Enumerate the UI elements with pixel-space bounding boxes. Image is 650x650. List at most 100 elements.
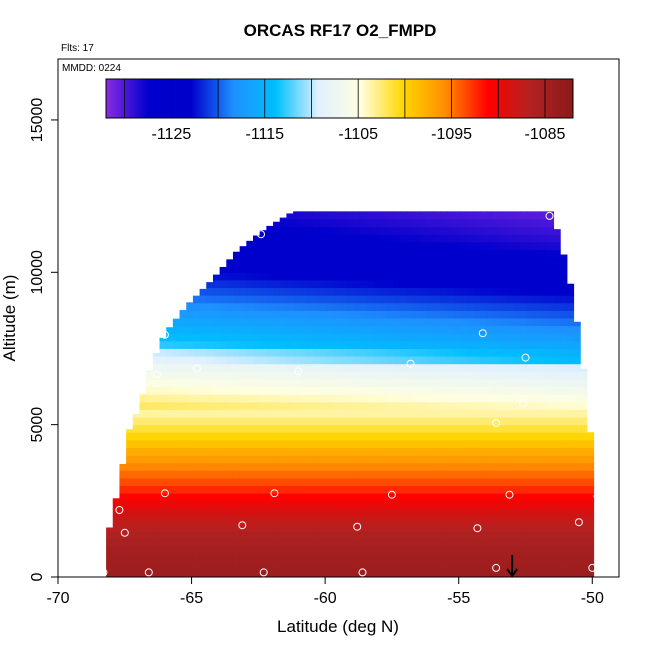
heatmap-cell bbox=[553, 264, 561, 273]
heatmap-cell bbox=[506, 409, 514, 418]
heatmap-cell bbox=[326, 462, 334, 471]
heatmap-cell bbox=[453, 249, 461, 258]
heatmap-cell bbox=[353, 226, 361, 235]
heatmap-cell bbox=[386, 348, 394, 357]
heatmap-cell bbox=[366, 439, 374, 448]
heatmap-cell bbox=[286, 279, 294, 289]
heatmap-cell bbox=[226, 340, 234, 349]
heatmap-cell bbox=[346, 546, 354, 555]
heatmap-cell bbox=[212, 287, 221, 296]
heatmap-cell bbox=[306, 310, 314, 319]
heatmap-cell bbox=[506, 546, 514, 555]
sample-point bbox=[492, 563, 501, 572]
heatmap-cell bbox=[299, 264, 307, 273]
heatmap-cell bbox=[526, 462, 535, 471]
heatmap-cell bbox=[166, 371, 174, 380]
heatmap-cell bbox=[440, 249, 448, 258]
heatmap-cell bbox=[306, 500, 314, 509]
heatmap-cell bbox=[413, 500, 421, 509]
heatmap-cell bbox=[186, 348, 194, 357]
heatmap-cell bbox=[526, 211, 535, 220]
heatmap-cell bbox=[359, 455, 368, 464]
heatmap-cell bbox=[299, 523, 307, 532]
heatmap-cell bbox=[580, 447, 588, 456]
heatmap-cell bbox=[286, 401, 294, 410]
heatmap-cell bbox=[139, 394, 147, 403]
heatmap-cell bbox=[112, 569, 120, 578]
heatmap-cell bbox=[306, 401, 314, 410]
heatmap-cell bbox=[526, 279, 535, 289]
heatmap-cell bbox=[560, 378, 568, 388]
heatmap-cell bbox=[386, 371, 394, 380]
heatmap-cell bbox=[293, 455, 301, 464]
heatmap-cell bbox=[413, 295, 421, 304]
heatmap-cell bbox=[279, 249, 287, 258]
heatmap-cell bbox=[586, 554, 595, 563]
heatmap-cell bbox=[346, 394, 354, 403]
heatmap-cell bbox=[440, 302, 448, 311]
heatmap-cell bbox=[486, 477, 494, 487]
heatmap-cell bbox=[186, 516, 194, 525]
heatmap-cell bbox=[206, 401, 214, 410]
heatmap-cell bbox=[279, 439, 287, 448]
heatmap-cell bbox=[266, 226, 274, 235]
heatmap-cell bbox=[306, 477, 314, 487]
heatmap-cell bbox=[473, 371, 481, 380]
heatmap-cell bbox=[333, 386, 341, 395]
heatmap-cell bbox=[399, 318, 408, 327]
heatmap-cell bbox=[299, 287, 307, 296]
heatmap-cell bbox=[286, 477, 294, 487]
heatmap-cell bbox=[513, 340, 521, 349]
heatmap-cell bbox=[186, 500, 194, 509]
heatmap-cell bbox=[466, 500, 474, 509]
heatmap-cell bbox=[119, 554, 127, 563]
heatmap-cell bbox=[393, 310, 401, 319]
heatmap-cell bbox=[273, 447, 281, 456]
heatmap-cell bbox=[246, 340, 254, 349]
heatmap-cell bbox=[446, 477, 454, 487]
heatmap-cell bbox=[206, 386, 214, 395]
heatmap-cell bbox=[473, 417, 481, 426]
heatmap-cell bbox=[219, 266, 227, 273]
heatmap-cell bbox=[560, 333, 568, 342]
heatmap-cell bbox=[119, 569, 127, 578]
heatmap-cell bbox=[373, 432, 381, 441]
heatmap-cell bbox=[399, 264, 408, 273]
sample-point bbox=[521, 353, 530, 362]
heatmap-cell bbox=[306, 470, 314, 479]
heatmap-cell bbox=[493, 279, 501, 289]
heatmap-cell bbox=[346, 523, 354, 532]
heatmap-cell bbox=[553, 371, 561, 380]
heatmap-cell bbox=[566, 310, 575, 319]
heatmap-cell bbox=[166, 485, 174, 494]
heatmap-cell bbox=[446, 424, 454, 433]
heatmap-cell bbox=[259, 569, 267, 578]
heatmap-cell bbox=[172, 447, 181, 456]
heatmap-cell bbox=[146, 447, 154, 456]
heatmap-cell bbox=[266, 394, 274, 403]
heatmap-cell bbox=[286, 439, 294, 448]
heatmap-cell bbox=[152, 493, 161, 502]
heatmap-cell bbox=[386, 249, 394, 258]
heatmap-cell bbox=[273, 500, 281, 509]
heatmap-cell bbox=[379, 272, 388, 281]
heatmap-cell bbox=[386, 378, 394, 388]
heatmap-cell bbox=[580, 409, 588, 418]
heatmap-cell bbox=[566, 477, 575, 487]
heatmap-cell bbox=[306, 340, 314, 349]
heatmap-cell bbox=[379, 470, 388, 479]
heatmap-cell bbox=[506, 257, 514, 266]
heatmap-cell bbox=[440, 409, 448, 418]
heatmap-cell bbox=[219, 561, 227, 570]
heatmap-cell bbox=[373, 325, 381, 334]
heatmap-cell bbox=[460, 561, 468, 570]
heatmap-cell bbox=[293, 432, 301, 441]
heatmap-cell bbox=[293, 500, 301, 509]
heatmap-cell bbox=[232, 538, 241, 548]
heatmap-cell bbox=[212, 302, 221, 311]
heatmap-cell bbox=[119, 538, 127, 548]
heatmap-cell bbox=[279, 371, 287, 380]
heatmap-cell bbox=[560, 417, 568, 426]
heatmap-cell bbox=[266, 295, 274, 304]
heatmap-cell bbox=[199, 409, 207, 418]
